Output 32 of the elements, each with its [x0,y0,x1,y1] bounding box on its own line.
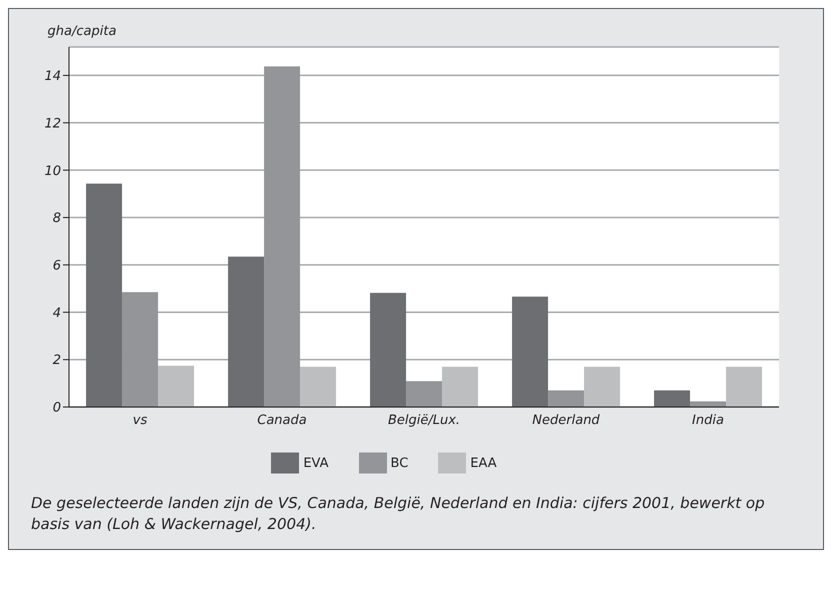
bar [726,366,762,407]
y-tick-label: 2 [52,353,61,368]
bar [654,390,690,407]
x-tick-label: België/Lux. [388,413,460,428]
legend-label: BC [390,456,408,471]
x-tick-label: Nederland [532,413,600,428]
bar [86,184,122,407]
y-tick-label: 10 [44,164,61,179]
y-tick-label: 4 [52,306,61,321]
bar [122,292,158,407]
bar [158,366,194,407]
bar [442,366,478,407]
text: De geselecteerde landen zijn de VS, Canada, België, Nederland en India: cijfers 2001, bewerkt op basis van (Loh & Wackernagel, 2004). [31,493,766,535]
bar [548,390,584,407]
bar [370,292,406,407]
y-tick-label: 6 [52,258,61,274]
bar [300,366,336,407]
x-tick-label: India [692,413,724,428]
y-tick-label: 12 [44,116,61,132]
bar [406,381,442,407]
legend-label: EVA [303,456,328,471]
legend-label: EAA [470,456,497,471]
bar [512,296,548,407]
bar [264,66,300,407]
x-tick-label: vs [132,413,148,428]
bar [228,256,264,407]
y-tick-label: 0 [52,400,61,416]
y-axis-title: gha/capita [48,24,116,39]
x-tick-label: Canada [257,413,307,428]
y-tick-label: 8 [52,211,61,226]
bar [584,366,620,407]
y-tick-label: 14 [44,69,61,84]
